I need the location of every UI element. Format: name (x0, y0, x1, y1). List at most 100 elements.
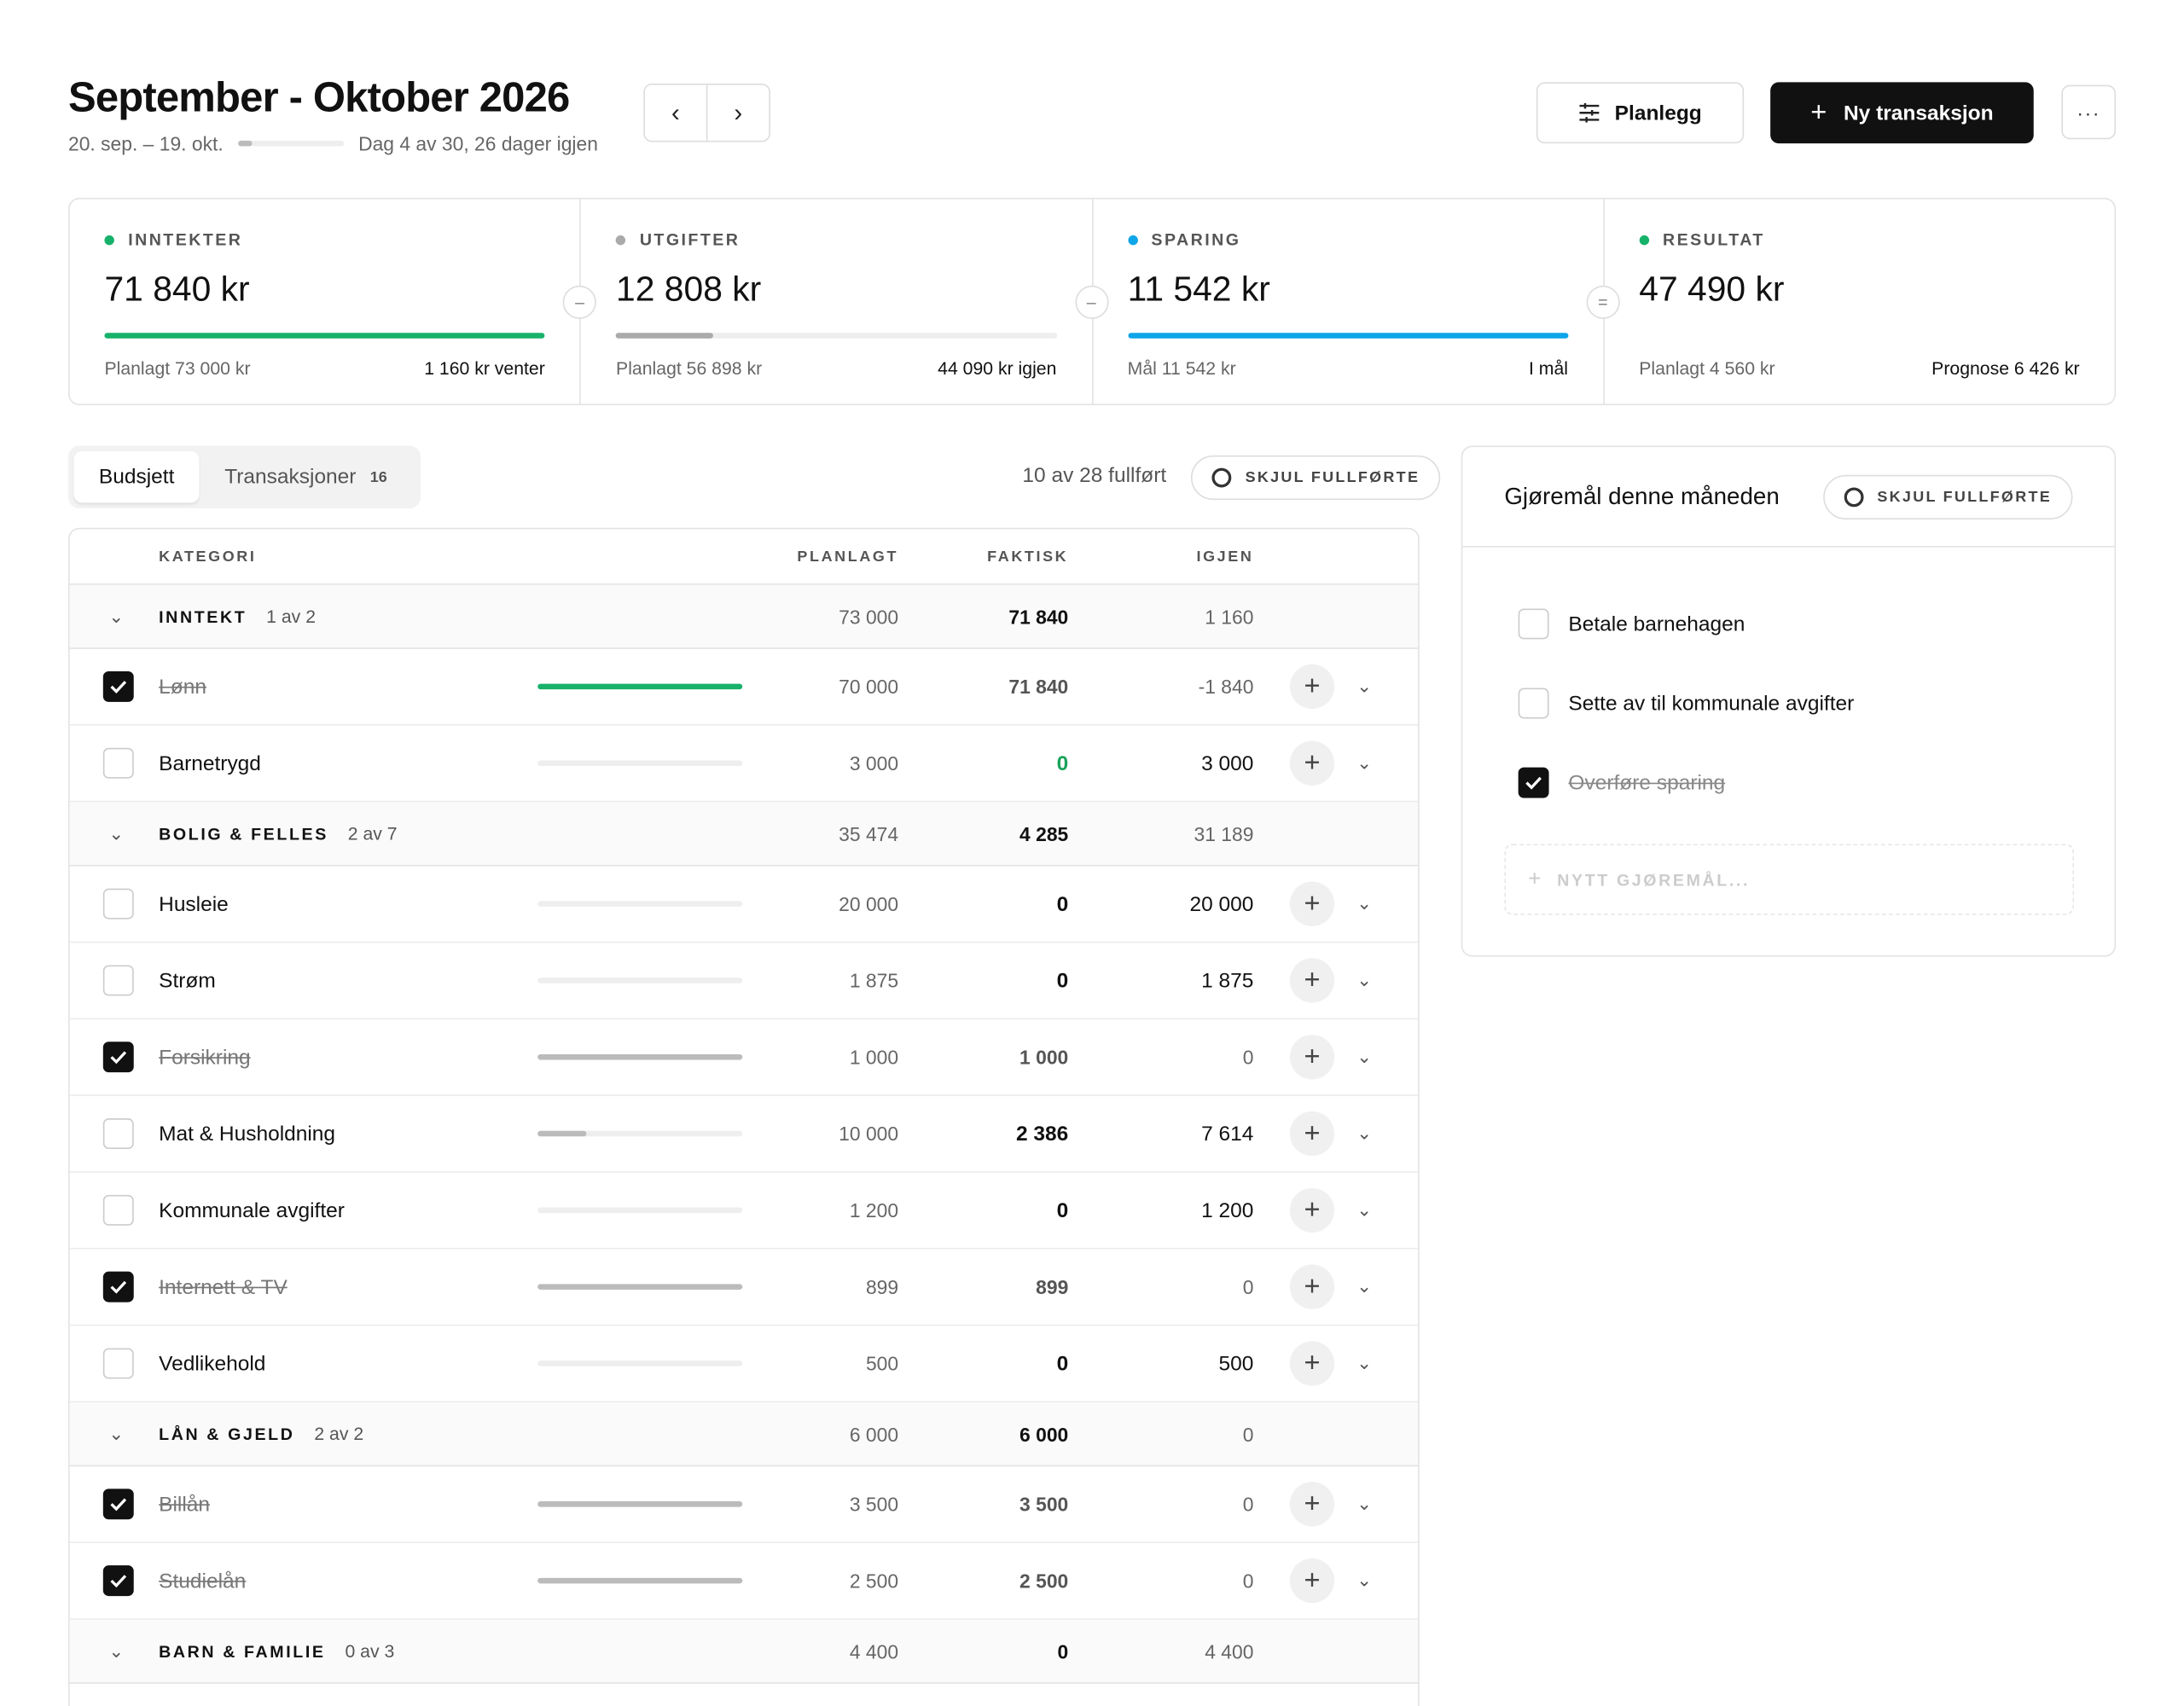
add-transaction-button[interactable]: + (1289, 1111, 1335, 1157)
stat-label-text: RESULTAT (1663, 229, 1765, 250)
hide-completed-toggle[interactable]: SKJUL FULLFØRTE (1190, 455, 1441, 501)
group-planned: 4 400 (849, 1639, 899, 1662)
period-nav: ‹ › (643, 83, 770, 142)
row-checkbox[interactable] (102, 747, 134, 779)
todo-item[interactable]: Sette av til kommunale avgifter (1518, 688, 1854, 719)
new-todo-input[interactable]: + NYTT GJØREMÅL... (1504, 844, 2075, 915)
stat-progress-bar (1127, 333, 1569, 339)
stat-footer: Planlagt 56 898 kr 44 090 kr igjen (616, 358, 1056, 379)
tab-budget-label: Budsjett (98, 465, 175, 490)
table-row: Studielån 2 500 2 500 0 + ⌄ (69, 1543, 1419, 1620)
prev-period-button[interactable]: ‹ (645, 85, 706, 141)
group-name: BARN & FAMILIE 0 av 3 (159, 1640, 394, 1661)
operator-icon: – (1074, 285, 1108, 319)
add-transaction-button[interactable]: + (1289, 958, 1335, 1003)
status-dot (1639, 235, 1649, 245)
add-transaction-button[interactable]: + (1289, 1341, 1335, 1386)
row-checkbox[interactable] (102, 1348, 134, 1379)
chevron-down-icon[interactable]: ⌄ (1356, 1493, 1373, 1514)
actual-value: 0 (1056, 1198, 1069, 1222)
summary-stats: INNTEKTER 71 840 kr Planlagt 73 000 kr 1 16… (68, 197, 2117, 406)
actual-value: 1 000 (1019, 1046, 1069, 1069)
add-transaction-button[interactable]: + (1289, 1264, 1335, 1309)
add-transaction-button[interactable]: + (1289, 740, 1335, 786)
add-transaction-button[interactable]: + (1289, 1558, 1335, 1604)
add-transaction-button[interactable]: + (1289, 664, 1335, 710)
category-group-row[interactable]: ⌄ BARN & FAMILIE 0 av 3 4 400 0 4 400 (69, 1619, 1419, 1684)
category-group-row[interactable]: ⌄ INNTEKT 1 av 2 73 000 71 840 1 160 (69, 584, 1419, 649)
group-title: INNTEKT (159, 606, 247, 626)
category-group-row[interactable]: ⌄ LÅN & GJELD 2 av 2 6 000 6 000 0 (69, 1402, 1419, 1467)
tab-budget[interactable]: Budsjett (73, 450, 200, 503)
status-dot (1127, 235, 1138, 245)
add-transaction-button[interactable]: + (1289, 1035, 1335, 1080)
header-actual: FAKTISK (987, 548, 1069, 566)
row-checkbox[interactable] (102, 1194, 134, 1226)
group-title: BOLIG & FELLES (159, 823, 328, 844)
group-actual: 4 285 (1019, 822, 1069, 845)
group-actual: 6 000 (1019, 1422, 1069, 1445)
row-checkbox[interactable] (102, 1565, 134, 1597)
category-progress-bar (537, 1577, 743, 1584)
todo-item[interactable]: Betale barnehagen (1518, 608, 1745, 640)
chevron-down-icon[interactable]: ⌄ (1356, 675, 1373, 697)
add-transaction-button[interactable]: + (1289, 1482, 1335, 1527)
row-checkbox[interactable] (102, 670, 134, 702)
chevron-down-icon[interactable]: ⌄ (1356, 969, 1373, 990)
hide-completed-label: SKJUL FULLFØRTE (1245, 469, 1420, 486)
table-row: Kommunale avgifter 1 200 0 1 200 + ⌄ (69, 1173, 1419, 1250)
row-checkbox[interactable] (102, 1118, 134, 1149)
left-value: 0 (1242, 1046, 1254, 1069)
chevron-down-icon[interactable]: ⌄ (1356, 1046, 1373, 1067)
add-transaction-button[interactable]: + (1289, 881, 1335, 926)
row-checkbox[interactable] (102, 1488, 134, 1520)
chevron-down-icon[interactable]: ⌄ (108, 605, 125, 626)
stat-footer-left: Planlagt 73 000 kr (104, 357, 251, 380)
chevron-down-icon[interactable]: ⌄ (108, 1639, 125, 1661)
chevron-down-icon[interactable]: ⌄ (1356, 751, 1373, 774)
chevron-down-icon[interactable]: ⌄ (1356, 1570, 1373, 1591)
chevron-down-icon[interactable]: ⌄ (108, 822, 125, 844)
new-transaction-button[interactable]: + Ny transaksjon (1770, 82, 2034, 144)
header-left: IGJEN (1196, 548, 1254, 566)
row-checkbox[interactable] (102, 965, 134, 996)
todo-checkbox[interactable] (1518, 608, 1549, 640)
chevron-down-icon[interactable]: ⌄ (1356, 1122, 1373, 1144)
stat-value: 12 808 kr (616, 270, 762, 310)
group-actual: 0 (1057, 1639, 1069, 1662)
add-transaction-button[interactable]: + (1289, 1187, 1335, 1233)
todo-item[interactable]: Overføre sparing (1518, 767, 1725, 798)
row-checkbox[interactable] (102, 1042, 134, 1073)
table-row: Internett & TV 899 899 0 + ⌄ (69, 1250, 1419, 1326)
todo-checkbox[interactable] (1518, 688, 1549, 719)
category-progress-bar (537, 1501, 743, 1507)
check-icon (110, 1498, 127, 1512)
period-progress-bar (238, 140, 345, 147)
next-period-button[interactable]: › (706, 84, 769, 141)
stat-label: SPARING (1127, 229, 1568, 249)
plan-button[interactable]: Planlegg (1536, 82, 1745, 144)
category-progress-bar (537, 1207, 743, 1214)
tab-transactions[interactable]: Transaksjoner 16 (200, 451, 412, 502)
category-progress-bar (537, 683, 743, 690)
table-row: Strøm 1 875 0 1 875 + ⌄ (69, 943, 1419, 1020)
stat-label: RESULTAT (1639, 229, 2079, 249)
more-options-button[interactable]: ··· (2061, 84, 2117, 140)
planned-value: 70 000 (839, 675, 899, 698)
chevron-down-icon[interactable]: ⌄ (1356, 1352, 1373, 1373)
group-name: BOLIG & FELLES 2 av 7 (159, 823, 397, 844)
completion-status: 10 av 28 fullført (1022, 463, 1167, 488)
stat-footer: Mål 11 542 kr I mål (1128, 358, 1568, 379)
todo-panel-header: Gjøremål denne måneden SKJUL FULLFØRTE (1462, 447, 2115, 548)
chevron-down-icon[interactable]: ⌄ (1356, 892, 1373, 914)
chevron-down-icon[interactable]: ⌄ (108, 1422, 125, 1444)
todo-hide-completed-toggle[interactable]: SKJUL FULLFØRTE (1822, 473, 2073, 519)
group-planned: 6 000 (849, 1422, 899, 1445)
chevron-down-icon[interactable]: ⌄ (1356, 1275, 1373, 1297)
row-checkbox[interactable] (102, 888, 134, 920)
row-checkbox[interactable] (102, 1271, 134, 1303)
left-value: 3 000 (1201, 751, 1254, 775)
chevron-down-icon[interactable]: ⌄ (1356, 1198, 1373, 1221)
todo-checkbox[interactable] (1518, 767, 1549, 798)
category-group-row[interactable]: ⌄ BOLIG & FELLES 2 av 7 35 474 4 285 31 189 (69, 802, 1419, 867)
